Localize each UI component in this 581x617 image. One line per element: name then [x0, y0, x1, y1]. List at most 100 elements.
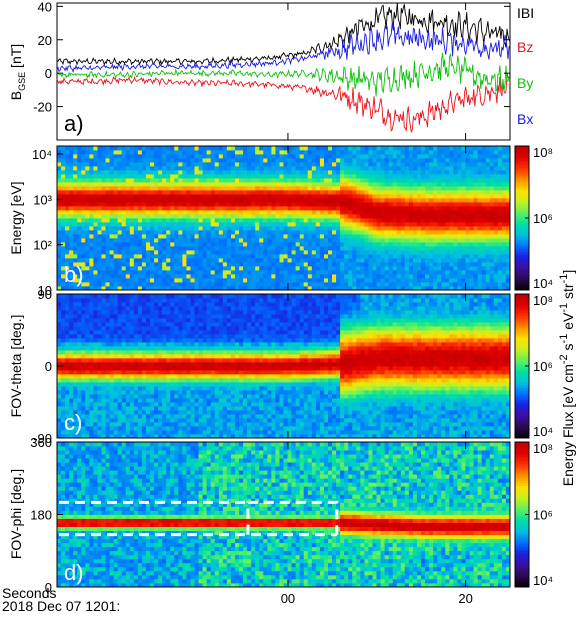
heatmap-cell [307, 154, 313, 159]
heatmap-cell [505, 282, 511, 287]
heatmap-cell [121, 258, 127, 263]
heatmap-cell [73, 166, 78, 171]
heatmap-cell [384, 238, 390, 243]
heatmap-cell [150, 194, 155, 199]
heatmap-cell [384, 190, 390, 195]
heatmap-cell [77, 254, 82, 259]
heatmap-cell [166, 222, 171, 227]
heatmap-cell [243, 162, 248, 167]
heatmap-cell [445, 222, 450, 227]
heatmap-cell [230, 246, 236, 251]
heatmap-cell [145, 342, 151, 347]
heatmap-cell [239, 234, 244, 239]
heatmap-cell [182, 262, 187, 267]
heatmap-cell [327, 266, 333, 271]
heatmap-cell [57, 262, 62, 267]
heatmap-cell [117, 302, 123, 307]
heatmap-cell [505, 166, 511, 171]
heatmap-cell [388, 146, 394, 151]
heatmap-cell [259, 218, 264, 223]
heatmap-cell [69, 402, 74, 407]
heatmap-cell [501, 218, 507, 223]
heatmap-cell [437, 278, 442, 283]
heatmap-cell [73, 342, 78, 347]
heatmap-cell [113, 426, 119, 431]
heatmap-cell [109, 214, 115, 219]
heatmap-cell [101, 294, 106, 299]
heatmap-cell [469, 238, 474, 243]
heatmap-cell [154, 266, 159, 271]
heatmap-cell [425, 242, 430, 247]
heatmap-cell [380, 202, 386, 207]
heatmap-cell [61, 270, 66, 275]
heatmap-cell [465, 158, 470, 163]
heatmap-cell [174, 186, 179, 191]
heatmap-cell [372, 194, 377, 199]
heatmap-cell [319, 262, 325, 267]
heatmap-cell [69, 218, 74, 223]
heatmap-cell [396, 250, 402, 255]
heatmap-cell [404, 266, 410, 271]
heatmap-cell [279, 222, 284, 227]
heatmap-cell [150, 350, 155, 355]
heatmap-cell [453, 278, 458, 283]
heatmap-cell [239, 194, 244, 199]
heatmap-cell [315, 274, 321, 279]
heatmap-cell [315, 178, 321, 183]
heatmap-cell [412, 158, 418, 163]
heatmap-cell [170, 234, 175, 239]
heatmap-cell [457, 238, 462, 243]
heatmap-cell [109, 422, 115, 427]
heatmap-cell [457, 254, 462, 259]
heatmap-cell [93, 386, 98, 391]
heatmap-cell [166, 154, 171, 159]
heatmap-cell [380, 162, 386, 167]
heatmap-cell [425, 214, 430, 219]
heatmap-cell [154, 366, 159, 371]
heatmap-cell [69, 362, 74, 367]
heatmap-cell [101, 390, 106, 395]
heatmap-cell [117, 154, 123, 159]
heatmap-cell [453, 198, 458, 203]
heatmap-cell [113, 262, 119, 267]
heatmap-cell [174, 194, 179, 199]
heatmap-cell [323, 270, 329, 275]
heatmap-cell [279, 274, 284, 279]
heatmap-cell [465, 150, 470, 155]
heatmap-cell [295, 222, 301, 227]
heatmap-cell [218, 146, 224, 151]
heatmap-cell [150, 414, 155, 419]
legend-entry-ibi: IBI [517, 5, 534, 21]
heatmap-cell [125, 202, 131, 207]
heatmap-cell [433, 210, 438, 215]
heatmap-cell [117, 402, 123, 407]
heatmap-cell [178, 198, 183, 203]
heatmap-cell [129, 218, 135, 223]
heatmap-cell [214, 170, 220, 175]
heatmap-cell [210, 250, 216, 255]
heatmap-cell [101, 310, 106, 315]
heatmap-cell [243, 158, 248, 163]
heatmap-cell [145, 158, 151, 163]
heatmap-cell [97, 150, 102, 155]
heatmap-cell [388, 190, 394, 195]
heatmap-cell [97, 434, 102, 439]
heatmap-cell [81, 198, 86, 203]
heatmap-cell [445, 266, 450, 271]
heatmap-cell [493, 166, 499, 171]
heatmap-cell [65, 210, 70, 215]
heatmap-cell [352, 190, 357, 195]
heatmap-cell [105, 410, 110, 415]
heatmap-cell [433, 222, 438, 227]
heatmap-cell [145, 406, 151, 411]
heatmap-cell [372, 278, 377, 283]
heatmap-cell [473, 202, 479, 207]
heatmap-cell [283, 162, 288, 167]
heatmap-cell [57, 362, 62, 367]
heatmap-cell [336, 166, 341, 171]
heatmap-cell [437, 194, 442, 199]
heatmap-cell [93, 270, 98, 275]
heatmap-cell [319, 278, 325, 283]
heatmap-cell [105, 350, 110, 355]
heatmap-cell [239, 238, 244, 243]
